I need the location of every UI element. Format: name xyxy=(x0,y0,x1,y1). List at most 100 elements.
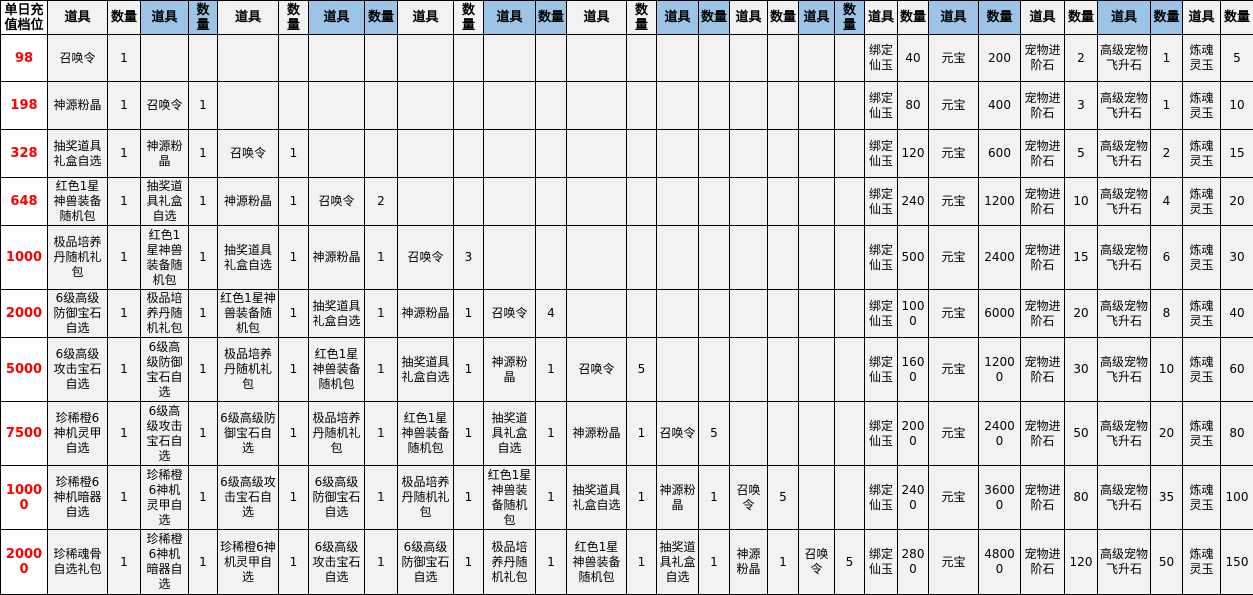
qty-cell: 80 xyxy=(898,82,929,130)
qty-cell: 1 xyxy=(279,226,309,290)
item-cell xyxy=(484,178,536,226)
header-item: 道具 xyxy=(48,1,108,35)
item-cell xyxy=(398,82,454,130)
qty-cell xyxy=(768,226,799,290)
item-cell: 绑定仙玉 xyxy=(865,35,898,82)
qty-cell: 1 xyxy=(108,82,141,130)
item-cell: 元宝 xyxy=(929,338,979,402)
qty-cell: 1 xyxy=(189,466,218,530)
item-cell xyxy=(657,226,699,290)
header-qty: 数量 xyxy=(699,1,730,35)
qty-cell xyxy=(835,226,865,290)
qty-cell: 2 xyxy=(365,178,398,226)
item-cell: 红色1星神兽装备随机包 xyxy=(141,226,189,290)
qty-cell: 5 xyxy=(835,530,865,595)
item-cell xyxy=(567,226,627,290)
qty-cell: 40 xyxy=(1221,290,1253,338)
item-cell xyxy=(799,466,835,530)
qty-cell xyxy=(536,178,567,226)
qty-cell: 1 xyxy=(189,82,218,130)
qty-cell xyxy=(365,82,398,130)
item-cell: 极品培养丹随机礼包 xyxy=(48,226,108,290)
item-cell xyxy=(799,226,835,290)
item-cell: 抽奖道具礼盒自选 xyxy=(48,130,108,178)
qty-cell: 3 xyxy=(1065,82,1098,130)
qty-cell: 4 xyxy=(536,290,567,338)
qty-cell: 36000 xyxy=(979,466,1021,530)
header-item: 道具 xyxy=(657,1,699,35)
qty-cell xyxy=(536,130,567,178)
item-cell: 神源粉晶 xyxy=(484,338,536,402)
item-cell: 神源粉晶 xyxy=(309,226,365,290)
qty-cell: 1 xyxy=(536,338,567,402)
qty-cell: 1 xyxy=(627,402,657,466)
item-cell: 宠物进阶石 xyxy=(1021,530,1065,595)
item-cell: 抽奖道具礼盒自选 xyxy=(657,530,699,595)
qty-cell: 1 xyxy=(365,290,398,338)
item-cell: 6级高级攻击宝石自选 xyxy=(141,402,189,466)
tier-cell: 7500 xyxy=(1,402,48,466)
item-cell: 高级宠物飞升石 xyxy=(1098,338,1151,402)
item-cell xyxy=(567,290,627,338)
qty-cell: 1 xyxy=(1151,82,1183,130)
item-cell: 宠物进阶石 xyxy=(1021,35,1065,82)
qty-cell: 2400 xyxy=(979,226,1021,290)
item-cell: 绑定仙玉 xyxy=(865,530,898,595)
item-cell: 宠物进阶石 xyxy=(1021,178,1065,226)
qty-cell: 1 xyxy=(108,226,141,290)
qty-cell xyxy=(768,402,799,466)
item-cell: 召唤令 xyxy=(484,290,536,338)
qty-cell: 4 xyxy=(1151,178,1183,226)
item-cell xyxy=(730,82,768,130)
item-cell: 高级宠物飞升石 xyxy=(1098,82,1151,130)
qty-cell xyxy=(768,290,799,338)
item-cell: 抽奖道具礼盒自选 xyxy=(141,178,189,226)
item-cell xyxy=(657,82,699,130)
qty-cell: 2 xyxy=(1065,35,1098,82)
item-cell xyxy=(218,35,279,82)
header-qty: 数量 xyxy=(768,1,799,35)
qty-cell: 6000 xyxy=(979,290,1021,338)
item-cell: 抽奖道具礼盒自选 xyxy=(567,466,627,530)
qty-cell: 12000 xyxy=(979,338,1021,402)
item-cell: 炼魂灵玉 xyxy=(1183,178,1221,226)
qty-cell xyxy=(454,130,484,178)
qty-cell: 1 xyxy=(108,35,141,82)
qty-cell: 50 xyxy=(1151,530,1183,595)
qty-cell xyxy=(454,82,484,130)
qty-cell xyxy=(627,130,657,178)
qty-cell: 1 xyxy=(699,466,730,530)
item-cell: 元宝 xyxy=(929,82,979,130)
item-cell: 珍稀橙6神机暗器自选 xyxy=(141,530,189,595)
qty-cell: 10 xyxy=(1065,178,1098,226)
qty-cell: 500 xyxy=(898,226,929,290)
qty-cell: 2400 xyxy=(898,466,929,530)
item-cell: 珍稀橙6神机暗器自选 xyxy=(48,466,108,530)
item-cell: 6级高级防御宝石自选 xyxy=(309,466,365,530)
item-cell: 宠物进阶石 xyxy=(1021,82,1065,130)
item-cell: 绑定仙玉 xyxy=(865,466,898,530)
qty-cell: 1 xyxy=(454,402,484,466)
item-cell xyxy=(730,290,768,338)
item-cell: 宠物进阶石 xyxy=(1021,130,1065,178)
item-cell: 炼魂灵玉 xyxy=(1183,290,1221,338)
item-cell xyxy=(141,35,189,82)
item-cell: 炼魂灵玉 xyxy=(1183,130,1221,178)
qty-cell: 1 xyxy=(189,530,218,595)
qty-cell: 1 xyxy=(454,338,484,402)
qty-cell: 1 xyxy=(279,402,309,466)
header-item: 道具 xyxy=(567,1,627,35)
qty-cell: 1 xyxy=(1151,35,1183,82)
qty-cell xyxy=(699,178,730,226)
item-cell: 极品培养丹随机礼包 xyxy=(218,338,279,402)
item-cell xyxy=(567,178,627,226)
header-qty: 数量 xyxy=(1221,1,1253,35)
item-cell xyxy=(218,82,279,130)
qty-cell xyxy=(835,466,865,530)
tier-cell: 98 xyxy=(1,35,48,82)
qty-cell xyxy=(768,82,799,130)
qty-cell: 1 xyxy=(279,338,309,402)
qty-cell: 10 xyxy=(1151,338,1183,402)
